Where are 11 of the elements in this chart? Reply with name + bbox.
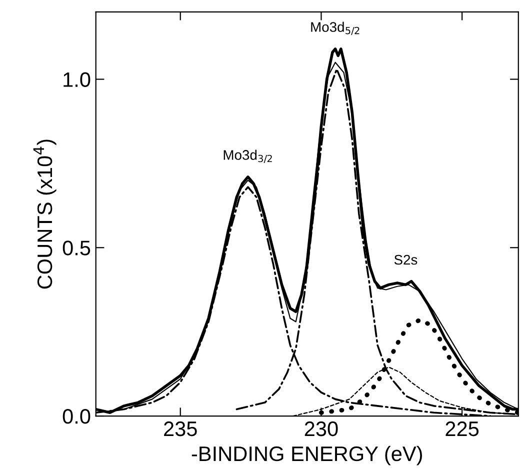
y-axis-title: COUNTS (x10$^{4}$) xyxy=(33,140,56,289)
x-tick-label: 225 xyxy=(446,421,479,436)
y-tick-label: 0.5 xyxy=(62,240,90,256)
x-axis-title: -BINDING ENERGY (eV) xyxy=(192,446,422,466)
y-tick-label: 0.0 xyxy=(62,409,90,424)
annotation: Mo3d$_{5/2}$ xyxy=(311,22,360,35)
y-tick-label: 1.0 xyxy=(64,72,90,88)
annotation: S2s xyxy=(394,254,418,265)
annotation: Mo3d$_{3/2}$ xyxy=(224,150,272,163)
x-tick-label: 235 xyxy=(164,421,197,436)
x-tick-label: 230 xyxy=(304,421,338,436)
